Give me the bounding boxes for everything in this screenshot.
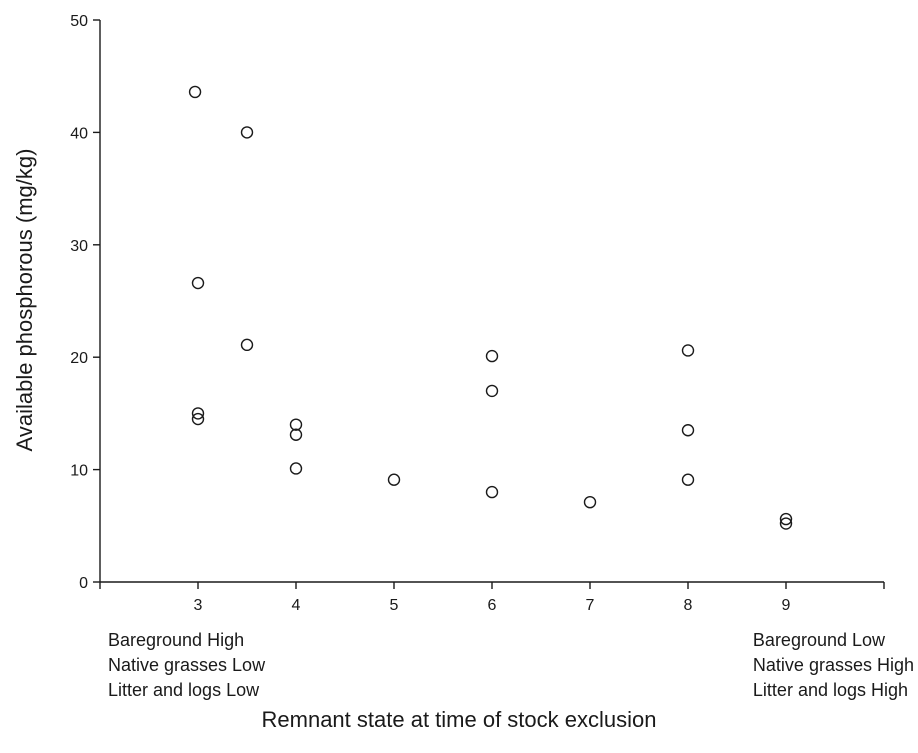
data-point [387,473,401,486]
data-point [289,418,303,431]
x-tick-label: 4 [292,597,301,614]
y-tick-label: 0 [79,575,88,592]
data-point [188,85,202,99]
data-point [191,412,205,426]
data-point [191,407,205,420]
x-axis-label: Remnant state at time of stock exclusion [261,707,657,732]
x-tick-label: 8 [684,597,693,614]
data-point [681,473,695,486]
data-point [485,485,499,499]
annotation-right-line: Native grasses High [752,655,914,675]
x-tick-label: 6 [488,597,497,614]
data-point [289,428,303,441]
annotation-left-line: Native grasses Low [108,655,266,675]
y-axis-label: Available phosphorous (mg/kg) [12,149,37,452]
y-tick-label: 50 [70,13,88,30]
x-tick-label: 3 [194,597,203,614]
y-tick-label: 30 [70,238,88,255]
annotation-right-line: Litter and logs High [752,680,909,700]
data-point [779,517,793,530]
data-point [485,349,499,363]
y-tick-label: 10 [70,463,88,480]
data-point [240,338,254,352]
annotation-right: Bareground Low Native grasses High Litte… [753,628,914,703]
annotation-left-line: Bareground High [108,630,245,650]
y-ticks: 0 10 20 30 40 50 [70,13,100,592]
annotation-left: Bareground High Native grasses Low Litte… [108,628,265,703]
data-point [681,344,695,357]
y-tick-label: 40 [70,125,88,142]
annotation-right-line: Bareground Low [752,630,886,650]
data-point [583,495,597,509]
data-point [289,462,303,475]
data-point [191,276,205,290]
data-point [485,384,499,398]
data-point [779,512,793,526]
data-point [240,126,254,139]
y-tick-label: 20 [70,350,88,367]
data-point [681,424,695,437]
x-tick-label: 7 [586,597,595,614]
x-tick-label: 9 [782,597,791,614]
x-tick-label: 5 [390,597,399,614]
data-points [188,85,793,530]
x-ticks: 3 4 5 6 7 8 9 [99,582,885,614]
annotation-left-line: Litter and logs Low [108,680,260,700]
